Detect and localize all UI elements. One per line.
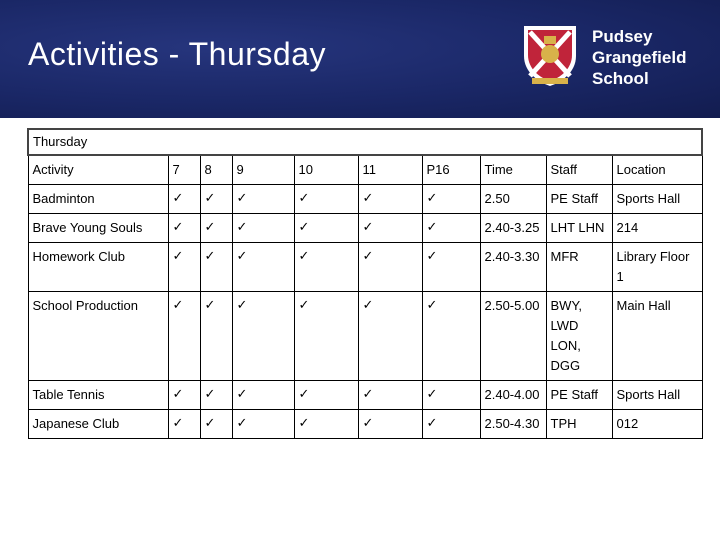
tick-icon: ✓ xyxy=(293,242,359,292)
tick-icon: ✓ xyxy=(231,184,295,214)
location-cell: 012 xyxy=(611,409,703,439)
time-cell: 2.40-3.30 xyxy=(479,242,547,292)
tick-icon: ✓ xyxy=(293,213,359,243)
location-cell: Main Hall xyxy=(611,291,703,381)
tick-icon: ✓ xyxy=(231,409,295,439)
tick-icon: ✓ xyxy=(167,380,201,410)
table-row: Brave Young Souls ✓ ✓ ✓ ✓ ✓ ✓ 2.40-3.25 LHT LHN 2… xyxy=(27,213,703,243)
tick-icon: ✓ xyxy=(167,242,201,292)
table-header-row: Activity 7 8 9 10 11 P16 Time Staff Location xyxy=(27,154,703,185)
tick-icon: ✓ xyxy=(421,184,481,214)
tick-icon: ✓ xyxy=(167,409,201,439)
activity-cell: Brave Young Souls xyxy=(27,213,169,243)
location-cell: Library Floor 1 xyxy=(611,242,703,292)
table-caption-row: Thursday xyxy=(26,128,704,156)
tick-icon: ✓ xyxy=(199,380,233,410)
time-cell: 2.40-3.25 xyxy=(479,213,547,243)
tick-icon: ✓ xyxy=(199,184,233,214)
staff-cell: LHT LHN xyxy=(545,213,613,243)
tick-icon: ✓ xyxy=(199,213,233,243)
tick-icon: ✓ xyxy=(421,291,481,381)
column-header: P16 xyxy=(421,154,481,185)
column-header: Time xyxy=(479,154,547,185)
tick-icon: ✓ xyxy=(357,380,423,410)
time-cell: 2.50-5.00 xyxy=(479,291,547,381)
tick-icon: ✓ xyxy=(231,380,295,410)
column-header: 11 xyxy=(357,154,423,185)
time-cell: 2.50-4.30 xyxy=(479,409,547,439)
title-banner: Activities - Thursday Pudsey Grangefield… xyxy=(0,0,720,118)
activity-cell: Table Tennis xyxy=(27,380,169,410)
tick-icon: ✓ xyxy=(293,380,359,410)
staff-cell: TPH xyxy=(545,409,613,439)
column-header: 7 xyxy=(167,154,201,185)
activities-table: Thursday Activity 7 8 9 10 11 P16 Time Staff Locat… xyxy=(26,128,704,439)
tick-icon: ✓ xyxy=(357,213,423,243)
staff-cell: BWY, LWD LON, DGG xyxy=(545,291,613,381)
tick-icon: ✓ xyxy=(293,409,359,439)
tick-icon: ✓ xyxy=(231,242,295,292)
tick-icon: ✓ xyxy=(293,291,359,381)
location-cell: 214 xyxy=(611,213,703,243)
activity-cell: Japanese Club xyxy=(27,409,169,439)
tick-icon: ✓ xyxy=(199,291,233,381)
column-header: 10 xyxy=(293,154,359,185)
tick-icon: ✓ xyxy=(199,242,233,292)
staff-cell: PE Staff xyxy=(545,380,613,410)
tick-icon: ✓ xyxy=(421,213,481,243)
column-header: 8 xyxy=(199,154,233,185)
tick-icon: ✓ xyxy=(357,291,423,381)
time-cell: 2.40-4.00 xyxy=(479,380,547,410)
tick-icon: ✓ xyxy=(167,184,201,214)
table-row: Japanese Club ✓ ✓ ✓ ✓ ✓ ✓ 2.50-4.30 TPH 012 xyxy=(27,409,703,439)
tick-icon: ✓ xyxy=(231,291,295,381)
page-title: Activities - Thursday xyxy=(28,36,326,72)
staff-cell: PE Staff xyxy=(545,184,613,214)
tick-icon: ✓ xyxy=(199,409,233,439)
school-name: Pudsey Grangefield School xyxy=(592,27,687,88)
tick-icon: ✓ xyxy=(167,291,201,381)
table-row: Homework Club ✓ ✓ ✓ ✓ ✓ ✓ 2.40-3.30 MFR Library F… xyxy=(27,242,703,292)
table-caption: Thursday xyxy=(26,128,704,156)
tick-icon: ✓ xyxy=(293,184,359,214)
column-header: Activity xyxy=(27,154,169,185)
school-logo: Pudsey Grangefield School xyxy=(520,22,700,92)
crest-icon xyxy=(524,26,576,86)
tick-icon: ✓ xyxy=(357,184,423,214)
tick-icon: ✓ xyxy=(167,213,201,243)
table-row: Table Tennis ✓ ✓ ✓ ✓ ✓ ✓ 2.40-4.00 PE Staff Sport… xyxy=(27,380,703,410)
tick-icon: ✓ xyxy=(421,380,481,410)
staff-cell: MFR xyxy=(545,242,613,292)
tick-icon: ✓ xyxy=(421,242,481,292)
column-header: Location xyxy=(611,154,703,185)
activity-cell: School Production xyxy=(27,291,169,381)
tick-icon: ✓ xyxy=(357,409,423,439)
activity-cell: Badminton xyxy=(27,184,169,214)
tick-icon: ✓ xyxy=(357,242,423,292)
time-cell: 2.50 xyxy=(479,184,547,214)
tick-icon: ✓ xyxy=(421,409,481,439)
location-cell: Sports Hall xyxy=(611,380,703,410)
location-cell: Sports Hall xyxy=(611,184,703,214)
activity-cell: Homework Club xyxy=(27,242,169,292)
tick-icon: ✓ xyxy=(231,213,295,243)
table-row: School Production ✓ ✓ ✓ ✓ ✓ ✓ 2.50-5.00 BWY, LWD… xyxy=(27,291,703,381)
header-divider xyxy=(0,118,720,126)
table-row: Badminton ✓ ✓ ✓ ✓ ✓ ✓ 2.50 PE Staff Sports Hall xyxy=(27,184,703,214)
column-header: 9 xyxy=(231,154,295,185)
column-header: Staff xyxy=(545,154,613,185)
